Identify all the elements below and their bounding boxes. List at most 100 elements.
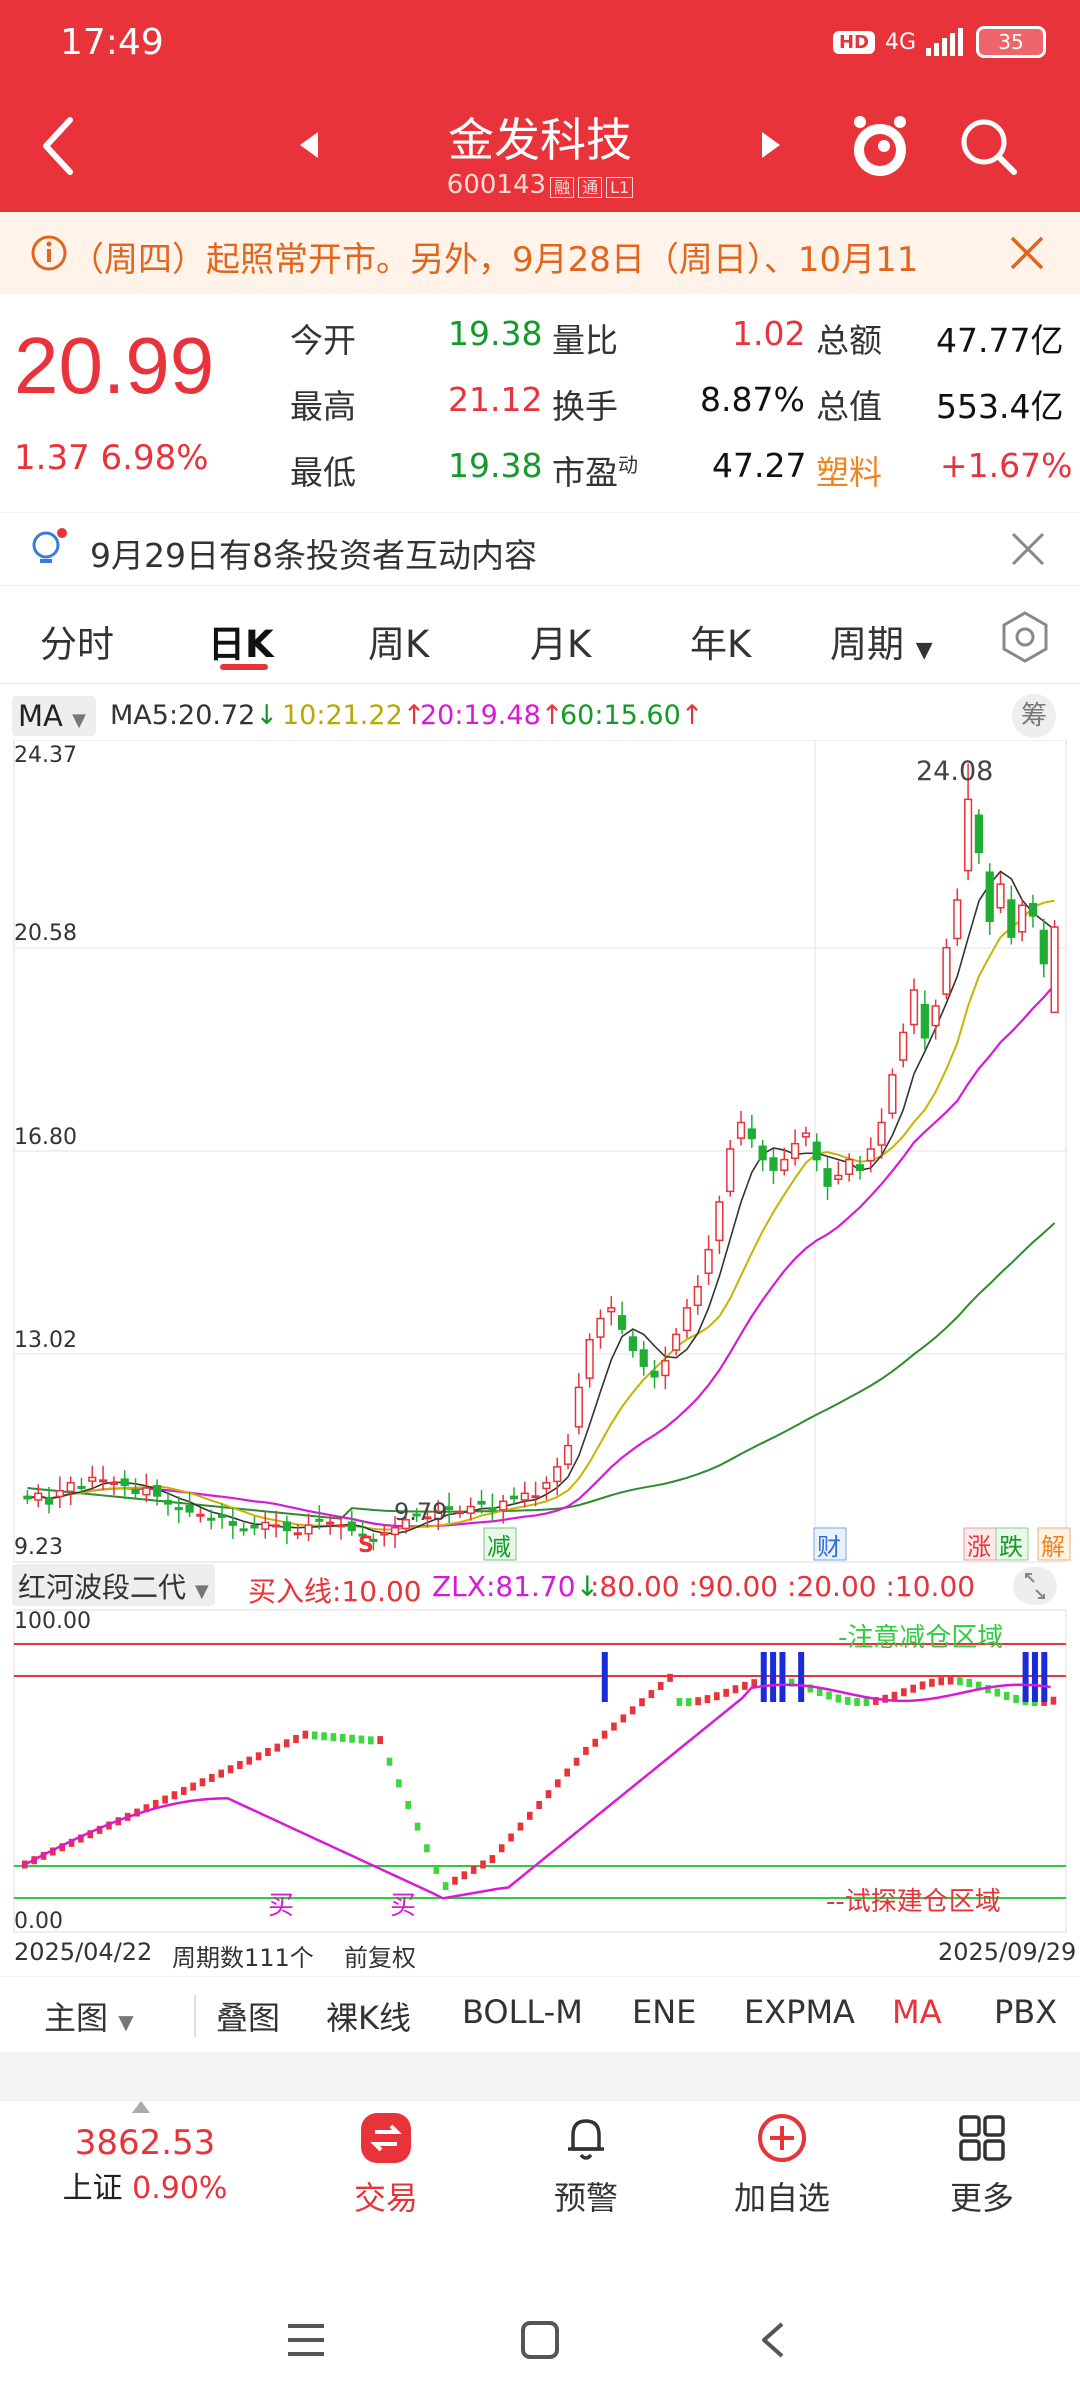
- candle-body: [196, 1513, 205, 1517]
- candle-body: [455, 1511, 465, 1515]
- chip-distribution-button[interactable]: 筹: [1012, 694, 1056, 738]
- close-interaction-icon[interactable]: [1010, 531, 1046, 567]
- tab-period[interactable]: 周期 ▼: [830, 623, 933, 666]
- subtab-ma[interactable]: MA: [892, 1993, 942, 2031]
- candle-body: [996, 883, 1005, 909]
- candle-body: [444, 1506, 454, 1510]
- candle-body: [650, 1370, 659, 1378]
- prev-stock-icon[interactable]: [298, 130, 320, 160]
- indicator-bar: [938, 1677, 945, 1686]
- subtab-bare-k[interactable]: 裸K线: [326, 1999, 411, 2037]
- candle-body: [109, 1481, 119, 1485]
- candle-body: [163, 1499, 173, 1505]
- settings-hex-icon[interactable]: [1000, 610, 1050, 664]
- sector-label[interactable]: 塑料: [816, 453, 882, 492]
- candle-body: [326, 1521, 335, 1525]
- info-icon: [31, 235, 67, 271]
- nav-trade[interactable]: 交易: [316, 2111, 456, 2219]
- investor-interaction-bar[interactable]: 9月29日有8条投资者互动内容: [0, 512, 1080, 586]
- index-widget[interactable]: 3862.53 上证 0.90%: [40, 2123, 250, 2207]
- indicator-select[interactable]: 红河波段二代 ▼: [12, 1564, 215, 1606]
- subtab-boll[interactable]: BOLL-M: [462, 1993, 583, 2031]
- y-tick-top: 24.37: [14, 743, 77, 768]
- indicator-bar: [162, 1795, 168, 1804]
- indicator-bar: [274, 1743, 281, 1752]
- menu-icon[interactable]: [286, 2322, 326, 2358]
- tab-yearly[interactable]: 年K: [690, 623, 752, 666]
- ma60-value: 60:15.60↑: [560, 700, 704, 731]
- candle-body: [747, 1128, 756, 1140]
- low-value: 19.38: [448, 446, 543, 485]
- indicator-bar: [816, 1688, 823, 1697]
- hd-icon: HD: [832, 30, 875, 54]
- subtab-main[interactable]: 主图 ▼: [44, 1999, 134, 2037]
- candlestick-chart[interactable]: 24.37 20.58 16.80 13.02 9.23 24.08 9.79 …: [0, 740, 1080, 1564]
- marker-cai-box[interactable]: [813, 1527, 847, 1561]
- expand-icon[interactable]: [1012, 1566, 1058, 1606]
- buy-marker-1: 买: [268, 1891, 294, 1921]
- bottom-nav: 3862.53 上证 0.90% 交易 预警: [0, 2100, 1080, 2220]
- candle-body: [358, 1533, 367, 1537]
- tab-weekly[interactable]: 周K: [368, 623, 430, 666]
- candle-body: [682, 1307, 692, 1332]
- network-label: 4G: [884, 29, 916, 55]
- candle-body: [736, 1121, 746, 1139]
- close-notice-icon[interactable]: [1008, 234, 1046, 272]
- adjust-mode[interactable]: 前复权: [344, 1944, 416, 1972]
- tab-intraday[interactable]: 分时: [40, 623, 114, 666]
- back-nav-icon[interactable]: [758, 2320, 788, 2360]
- indicator-chart[interactable]: 100.00 0.00 -注意减仓区域 --试探建仓区域 买 买: [0, 1600, 1080, 1934]
- indicator-bar: [947, 1676, 954, 1685]
- nav-alert[interactable]: 预警: [516, 2111, 656, 2219]
- search-icon[interactable]: [958, 116, 1020, 178]
- back-icon[interactable]: [40, 116, 76, 176]
- next-stock-icon[interactable]: [760, 130, 782, 160]
- pe-label: 市盈动: [552, 453, 638, 492]
- tab-daily[interactable]: 日K: [208, 623, 274, 666]
- lightbulb-icon: [32, 528, 67, 563]
- index-pct: 0.90%: [132, 2171, 228, 2206]
- mascot-icon[interactable]: [848, 112, 912, 180]
- indicator-bar: [171, 1791, 178, 1800]
- nav-add-watchlist[interactable]: 加自选: [712, 2111, 852, 2219]
- indicator-bar: [218, 1769, 224, 1778]
- marker-jie: 解: [1041, 1533, 1065, 1561]
- chevron-down-icon: ▼: [915, 638, 933, 663]
- marker-zhang-box[interactable]: [963, 1527, 997, 1561]
- indicator-bar: [536, 1800, 542, 1809]
- ma5-line-path: [27, 870, 1056, 1535]
- candle-body: [617, 1315, 627, 1330]
- candle-body: [855, 1164, 865, 1171]
- notice-bar[interactable]: （周四）起照常开市。另外，9月28日（周日）、10月11: [0, 212, 1080, 294]
- subtab-expma[interactable]: EXPMA: [744, 1993, 855, 2031]
- indicator-bar: [452, 1876, 458, 1885]
- subtab-overlay[interactable]: 叠图: [216, 1999, 281, 2037]
- volume-ratio-label: 量比: [552, 321, 618, 360]
- indicator-bar: [1013, 1694, 1019, 1703]
- marker-die-box[interactable]: [995, 1527, 1029, 1561]
- nav-more[interactable]: 更多: [912, 2111, 1052, 2219]
- indicator-bar: [975, 1681, 982, 1690]
- candle-body: [304, 1524, 313, 1535]
- tab-monthly[interactable]: 月K: [530, 623, 592, 666]
- candle-body: [336, 1524, 346, 1528]
- status-icons: HD 4G 35: [832, 26, 1046, 58]
- candle-body: [153, 1485, 162, 1497]
- ma-select[interactable]: MA ▼: [12, 696, 96, 736]
- tag-tong: 通: [578, 177, 603, 198]
- home-icon[interactable]: [520, 2320, 560, 2360]
- indicator-bar: [386, 1757, 393, 1766]
- marker-jian-box[interactable]: [483, 1527, 517, 1561]
- subtab-pbx[interactable]: PBX: [994, 1993, 1058, 2031]
- subtab-ene[interactable]: ENE: [632, 1993, 697, 2031]
- candle-body: [758, 1145, 767, 1161]
- indicator-bar: [695, 1697, 701, 1706]
- signal-bar: [798, 1652, 805, 1702]
- marker-jie-box[interactable]: [1037, 1527, 1071, 1561]
- indicator-bar: [919, 1681, 926, 1690]
- indicator-bar: [723, 1688, 729, 1697]
- candle-body: [704, 1248, 713, 1274]
- candle-body: [88, 1476, 97, 1482]
- candle-body: [239, 1528, 248, 1532]
- candle-body: [499, 1500, 508, 1511]
